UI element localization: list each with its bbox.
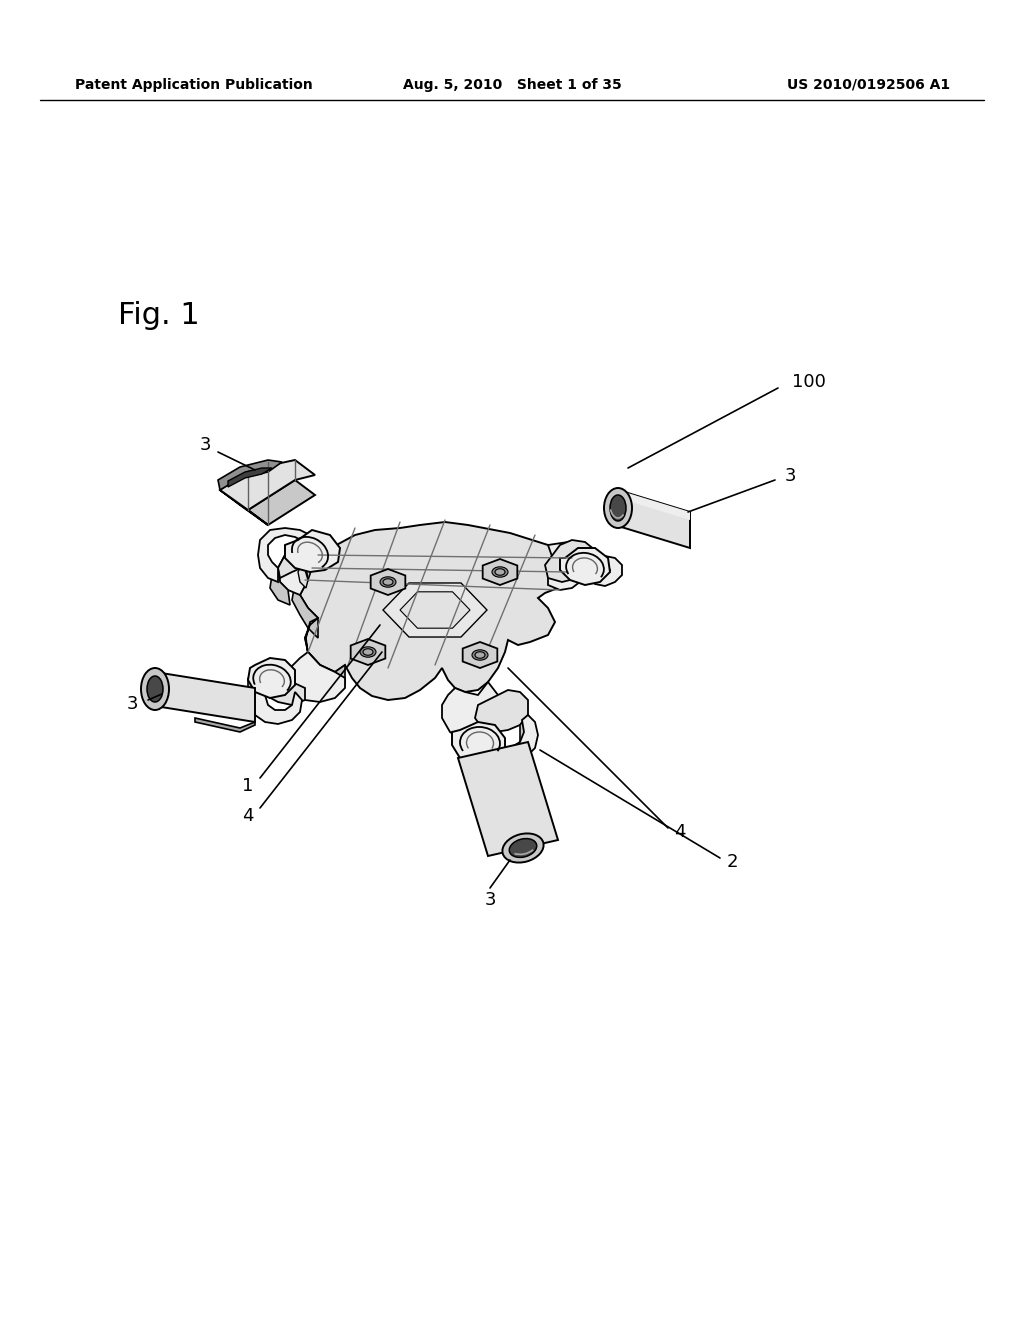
Polygon shape [248, 480, 315, 525]
Text: 2: 2 [726, 853, 737, 871]
Text: 1: 1 [243, 777, 254, 795]
Polygon shape [442, 682, 505, 742]
Text: US 2010/0192506 A1: US 2010/0192506 A1 [786, 78, 950, 92]
Polygon shape [475, 690, 528, 733]
Ellipse shape [495, 569, 505, 576]
Polygon shape [463, 642, 498, 668]
Polygon shape [482, 715, 538, 762]
Polygon shape [350, 639, 385, 665]
Ellipse shape [610, 495, 626, 521]
Polygon shape [560, 548, 610, 585]
Ellipse shape [472, 649, 488, 660]
Polygon shape [270, 568, 290, 605]
Ellipse shape [475, 652, 485, 659]
Polygon shape [195, 718, 255, 733]
Polygon shape [278, 543, 318, 595]
Polygon shape [305, 618, 345, 685]
Text: 3: 3 [784, 467, 796, 484]
Ellipse shape [383, 578, 393, 585]
Polygon shape [618, 490, 690, 520]
Ellipse shape [141, 668, 169, 710]
Polygon shape [258, 660, 305, 705]
Ellipse shape [492, 566, 508, 577]
Polygon shape [155, 672, 255, 722]
Polygon shape [298, 558, 308, 587]
Polygon shape [588, 556, 622, 586]
Text: 3: 3 [126, 696, 138, 713]
Text: 4: 4 [243, 807, 254, 825]
Polygon shape [545, 540, 598, 582]
Text: Aug. 5, 2010   Sheet 1 of 35: Aug. 5, 2010 Sheet 1 of 35 [402, 78, 622, 92]
Text: Patent Application Publication: Patent Application Publication [75, 78, 312, 92]
Ellipse shape [360, 647, 376, 657]
Polygon shape [618, 490, 690, 548]
Polygon shape [248, 678, 265, 710]
Text: 3: 3 [484, 891, 496, 909]
Polygon shape [548, 543, 588, 590]
Polygon shape [228, 469, 272, 487]
Ellipse shape [362, 648, 373, 655]
Polygon shape [250, 682, 302, 723]
Polygon shape [300, 521, 578, 700]
Ellipse shape [503, 833, 544, 862]
Polygon shape [400, 591, 470, 628]
Polygon shape [278, 540, 325, 578]
Polygon shape [220, 459, 315, 510]
Polygon shape [292, 548, 318, 638]
Polygon shape [452, 722, 505, 766]
Polygon shape [285, 531, 340, 572]
Ellipse shape [604, 488, 632, 528]
Polygon shape [482, 558, 517, 585]
Polygon shape [383, 583, 487, 638]
Ellipse shape [147, 676, 163, 702]
Text: 4: 4 [674, 822, 686, 841]
Text: 100: 100 [792, 374, 826, 391]
Polygon shape [288, 652, 345, 702]
Polygon shape [218, 459, 282, 490]
Polygon shape [520, 715, 532, 742]
Polygon shape [371, 569, 406, 595]
Polygon shape [220, 490, 268, 525]
Polygon shape [458, 742, 558, 855]
Polygon shape [248, 657, 295, 698]
Ellipse shape [380, 577, 396, 587]
Text: Fig. 1: Fig. 1 [118, 301, 200, 330]
Polygon shape [258, 528, 310, 582]
Text: 3: 3 [200, 436, 211, 454]
Ellipse shape [509, 838, 537, 858]
